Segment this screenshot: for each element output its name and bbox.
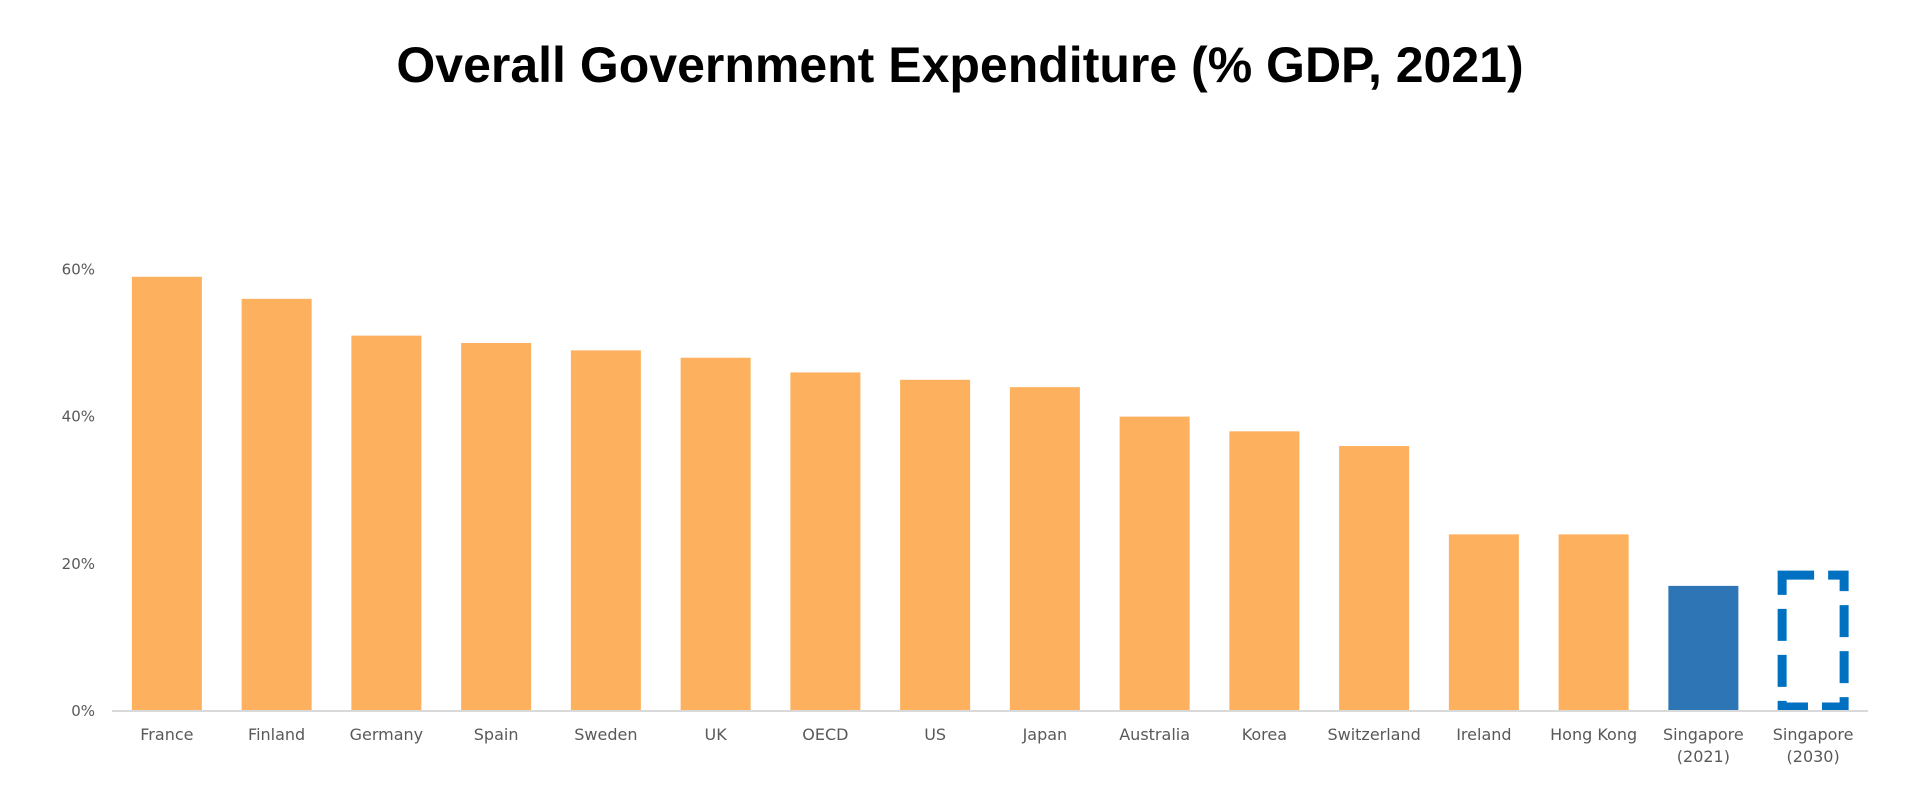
bar-outline bbox=[1777, 570, 1849, 712]
x-tick-label: Singapore (2030) bbox=[1773, 725, 1854, 766]
x-tick-label-line: (2030) bbox=[1787, 747, 1840, 766]
bar bbox=[241, 298, 312, 711]
bar bbox=[570, 350, 641, 711]
y-tick-label: 60% bbox=[62, 260, 95, 278]
chart-title: Overall Government Expenditure (% GDP, 2… bbox=[396, 37, 1524, 93]
x-tick-label-line: France bbox=[140, 725, 193, 744]
bar bbox=[131, 276, 202, 711]
y-tick-label: 0% bbox=[71, 702, 95, 720]
x-tick-label-line: Sweden bbox=[574, 725, 637, 744]
x-tick-label-line: Ireland bbox=[1456, 725, 1511, 744]
bar bbox=[790, 372, 861, 711]
bar bbox=[461, 343, 532, 711]
y-tick-label: 20% bbox=[62, 555, 95, 573]
x-tick-label-line: Finland bbox=[248, 725, 305, 744]
x-tick-label-line: OECD bbox=[802, 725, 848, 744]
x-tick-label: Japan bbox=[1022, 725, 1068, 744]
bar bbox=[1339, 446, 1410, 711]
bar bbox=[680, 357, 751, 711]
x-tick-label: Sweden bbox=[574, 725, 637, 744]
x-tick-label: Germany bbox=[350, 725, 424, 744]
x-tick-label: Switzerland bbox=[1327, 725, 1420, 744]
x-tick-label: France bbox=[140, 725, 193, 744]
x-tick-label: UK bbox=[705, 725, 728, 744]
x-tick-label-line: Australia bbox=[1119, 725, 1190, 744]
bar bbox=[900, 379, 971, 711]
x-tick-label-line: (2021) bbox=[1677, 747, 1730, 766]
bar bbox=[1668, 585, 1739, 711]
x-tick-label-line: US bbox=[924, 725, 946, 744]
x-tick-label-line: Singapore bbox=[1663, 725, 1744, 744]
x-tick-label: Finland bbox=[248, 725, 305, 744]
bar bbox=[1229, 431, 1300, 711]
x-tick-label-line: Germany bbox=[350, 725, 424, 744]
x-tick-label: Korea bbox=[1242, 725, 1287, 744]
x-tick-label-line: Hong Kong bbox=[1550, 725, 1637, 744]
bar bbox=[1119, 416, 1190, 711]
x-tick-label: Singapore (2021) bbox=[1663, 725, 1744, 766]
bar bbox=[351, 335, 422, 711]
x-tick-label-line: Spain bbox=[474, 725, 519, 744]
x-tick-label: OECD bbox=[802, 725, 848, 744]
bar bbox=[1009, 387, 1080, 711]
bar bbox=[1448, 534, 1519, 711]
x-tick-label-line: Switzerland bbox=[1327, 725, 1420, 744]
x-tick-label: Ireland bbox=[1456, 725, 1511, 744]
y-tick-label: 40% bbox=[62, 408, 95, 426]
x-tick-label: Spain bbox=[474, 725, 519, 744]
x-tick-label: US bbox=[924, 725, 946, 744]
x-tick-label-line: Korea bbox=[1242, 725, 1287, 744]
x-tick-label-line: Japan bbox=[1022, 725, 1068, 744]
x-tick-label: Australia bbox=[1119, 725, 1190, 744]
bar bbox=[1558, 534, 1629, 711]
x-tick-label: Hong Kong bbox=[1550, 725, 1637, 744]
x-tick-label-line: Singapore bbox=[1773, 725, 1854, 744]
x-tick-label-line: UK bbox=[705, 725, 728, 744]
